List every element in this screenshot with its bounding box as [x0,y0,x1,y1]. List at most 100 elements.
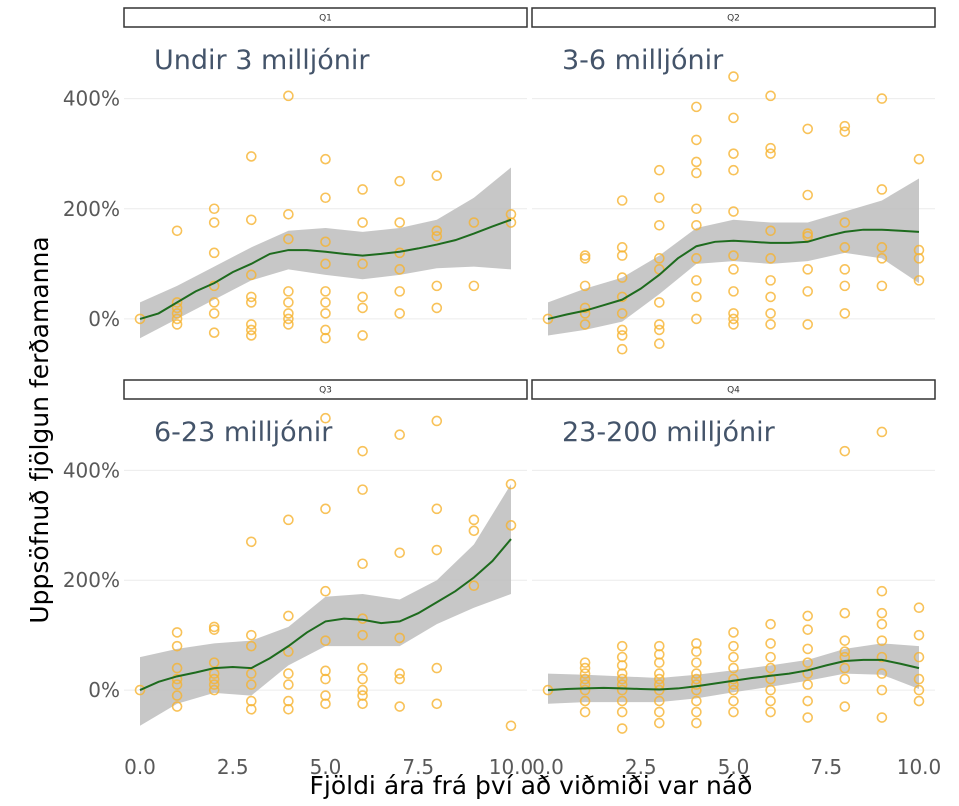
facet-strip-label: Q3 [319,386,332,396]
data-point [468,514,480,526]
data-point [691,156,702,168]
data-point [431,544,443,556]
x-tick-label: 5.0 [310,755,342,779]
data-point [616,324,628,336]
data-point [913,684,925,696]
data-point [320,503,331,515]
data-point [505,720,517,732]
data-point [246,319,257,330]
data-point [579,662,591,674]
data-point [171,225,183,237]
data-point [579,302,591,314]
facet-strip [123,7,528,28]
trend-line [139,218,512,320]
data-point [171,308,183,319]
data-point [283,668,294,679]
data-point [802,643,814,655]
data-point [653,668,665,679]
data-point [246,324,257,336]
data-point [246,214,257,226]
data-point [320,308,331,319]
data-point [913,602,925,613]
data-point [320,258,331,270]
data-point [320,673,331,685]
data-point [839,242,851,253]
panel-label: Undir 3 milljónir [154,45,370,76]
data-point [171,313,183,325]
data-point [246,629,257,641]
data-point [876,585,888,597]
data-point [579,706,591,718]
data-point [357,291,368,303]
data-point [134,684,146,696]
data-point [653,673,665,685]
data-point [431,698,443,710]
data-point [691,101,702,113]
data-point [913,695,925,707]
data-point [728,286,739,297]
facet-strip [123,379,528,400]
data-point [283,308,294,319]
data-point [765,651,776,663]
data-point [728,112,739,124]
data-point [616,723,628,734]
data-point [357,662,368,674]
data-point [320,236,331,248]
data-point [505,520,517,531]
data-point [394,217,406,228]
data-point [728,319,739,330]
data-point [283,704,294,715]
data-point [765,662,776,674]
data-point [802,679,814,690]
data-point [171,701,183,712]
data-point [616,343,628,355]
data-point [246,330,257,341]
x-tick-label: 2.5 [625,755,657,779]
data-point [394,286,406,297]
data-point [579,657,591,668]
data-point [616,695,628,707]
data-point [579,695,591,707]
data-point [616,308,628,319]
data-point [394,632,406,644]
data-point [765,684,776,696]
panel-label: 6-23 milljónir [154,417,333,448]
data-point [171,640,183,652]
data-point [431,503,443,515]
data-point [246,269,257,281]
data-point [802,319,814,330]
panel-label: 3-6 milljónir [562,45,724,76]
data-point [839,662,851,674]
data-point [913,629,925,641]
data-point [728,651,739,663]
facet-panel-q2: Q2 3-6 milljónir [531,7,936,355]
data-point [728,640,739,652]
data-point [728,627,739,638]
data-point [616,272,628,283]
data-point [653,297,665,308]
data-point [802,189,814,201]
data-point [357,673,368,685]
data-point [431,225,443,237]
y-tick-label: 200% [63,568,120,592]
x-tick-label: 7.5 [402,755,434,779]
x-tick-label: 0.0 [532,755,564,779]
data-point [357,258,368,270]
data-point [691,291,702,303]
data-point [431,415,443,427]
data-point [691,668,702,679]
data-point [320,585,331,597]
data-point [913,153,925,165]
data-point [320,286,331,297]
data-point [913,673,925,685]
data-point [579,319,591,330]
facet-panel-q1: Q1 Undir 3 milljónir [123,7,528,344]
data-point [579,308,591,319]
data-point [468,280,480,292]
data-point [208,308,220,319]
data-point [320,297,331,308]
data-point [394,429,406,440]
data-point [616,673,628,685]
data-point [728,206,739,217]
data-point [171,297,183,308]
